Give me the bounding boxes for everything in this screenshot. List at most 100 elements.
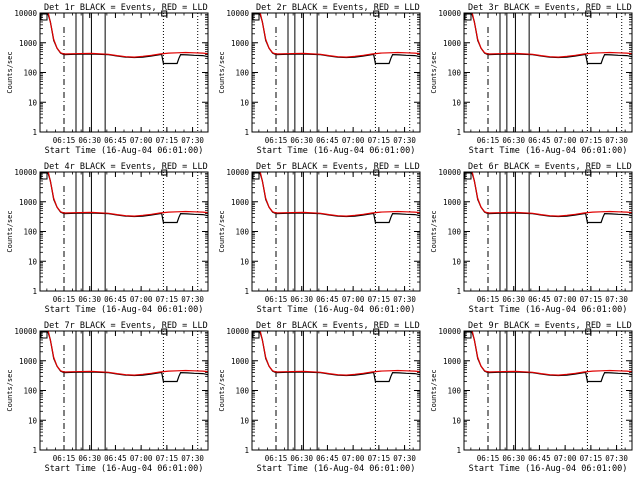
y-tick-label: 10 bbox=[240, 98, 250, 107]
x-tick-label: 07:00 bbox=[342, 295, 365, 304]
x-tick-label: 06:15 bbox=[477, 295, 500, 304]
y-tick-label: 10000 bbox=[226, 327, 249, 336]
x-axis-label: Start Time (16-Aug-04 06:01:00) bbox=[257, 146, 416, 156]
plot-frame bbox=[251, 12, 421, 133]
corner-box-mark bbox=[464, 13, 472, 21]
x-tick-label: 06:15 bbox=[53, 136, 76, 145]
y-tick-label: 1000 bbox=[19, 198, 38, 207]
y-axis-label: Counts/sec bbox=[430, 210, 438, 252]
x-axis-label: Start Time (16-Aug-04 06:01:00) bbox=[257, 464, 416, 474]
x-tick-label: 07:00 bbox=[130, 454, 153, 463]
x-tick-label: 06:30 bbox=[78, 136, 101, 145]
x-tick-label: 06:45 bbox=[104, 295, 127, 304]
y-axis-label: Counts/sec bbox=[6, 51, 14, 93]
y-tick-label: 10000 bbox=[438, 168, 461, 177]
y-tick-label: 10000 bbox=[14, 9, 37, 18]
series-group bbox=[47, 13, 208, 65]
x-tick-label: 06:45 bbox=[528, 454, 551, 463]
x-axis-label: Start Time (16-Aug-04 06:01:00) bbox=[257, 305, 416, 315]
y-tick-label: 100 bbox=[235, 387, 249, 396]
series-group bbox=[259, 331, 420, 383]
y-tick-label: 1000 bbox=[443, 357, 462, 366]
corner-box-mark bbox=[40, 331, 48, 339]
plot-frame bbox=[463, 330, 633, 451]
y-tick-label: 1 bbox=[244, 287, 249, 296]
y-tick-label: 1000 bbox=[443, 198, 462, 207]
series-group bbox=[259, 13, 420, 65]
x-axis-label: Start Time (16-Aug-04 06:01:00) bbox=[469, 464, 628, 474]
y-tick-label: 10000 bbox=[438, 9, 461, 18]
x-axis-label: Start Time (16-Aug-04 06:01:00) bbox=[469, 305, 628, 315]
y-axis-label: Counts/sec bbox=[6, 210, 14, 252]
y-tick-label: 10000 bbox=[14, 327, 37, 336]
corner-box-mark bbox=[464, 331, 472, 339]
series-line-lld bbox=[47, 13, 208, 58]
y-tick-label: 1 bbox=[244, 128, 249, 137]
panel-title: Det 4r BLACK = Events, RED = LLD bbox=[44, 162, 208, 172]
y-tick-label: 10 bbox=[28, 98, 38, 107]
x-tick-label: 07:30 bbox=[605, 295, 628, 304]
x-tick-label: 07:30 bbox=[181, 454, 204, 463]
y-axis-label: Counts/sec bbox=[218, 210, 226, 252]
x-tick-label: 07:00 bbox=[554, 454, 577, 463]
panel-title: Det 2r BLACK = Events, RED = LLD bbox=[256, 3, 420, 13]
series-group bbox=[471, 331, 632, 383]
x-tick-label: 06:30 bbox=[290, 136, 313, 145]
y-axis-label: Counts/sec bbox=[6, 369, 14, 411]
x-tick-label: 07:15 bbox=[580, 295, 603, 304]
series-group bbox=[471, 13, 632, 65]
y-tick-label: 100 bbox=[23, 387, 37, 396]
y-tick-label: 1 bbox=[456, 287, 461, 296]
y-tick-label: 1000 bbox=[19, 39, 38, 48]
x-tick-label: 06:45 bbox=[104, 136, 127, 145]
x-tick-label: 06:45 bbox=[528, 295, 551, 304]
x-axis-label: Start Time (16-Aug-04 06:01:00) bbox=[45, 146, 204, 156]
detector-panel-8: Det 8r BLACK = Events, RED = LLD Counts/s… bbox=[218, 321, 421, 474]
y-tick-label: 100 bbox=[235, 69, 249, 78]
series-line-lld bbox=[259, 172, 420, 217]
y-tick-label: 1000 bbox=[231, 39, 250, 48]
y-tick-label: 100 bbox=[23, 228, 37, 237]
y-tick-label: 100 bbox=[447, 387, 461, 396]
series-line-events bbox=[471, 331, 632, 383]
detector-panel-3: Det 3r BLACK = Events, RED = LLD Counts/s… bbox=[430, 3, 633, 156]
detector-panel-2: Det 2r BLACK = Events, RED = LLD Counts/s… bbox=[218, 3, 421, 156]
detector-panel-5: Det 5r BLACK = Events, RED = LLD Counts/s… bbox=[218, 162, 421, 315]
y-tick-label: 1000 bbox=[443, 39, 462, 48]
y-tick-label: 10 bbox=[28, 257, 38, 266]
y-tick-label: 10 bbox=[240, 257, 250, 266]
series-line-lld bbox=[471, 13, 632, 58]
detector-panel-9: Det 9r BLACK = Events, RED = LLD Counts/s… bbox=[430, 321, 633, 474]
plot-frame bbox=[39, 12, 209, 133]
detector-panel-7: Det 7r BLACK = Events, RED = LLD Counts/s… bbox=[6, 321, 209, 474]
plot-frame bbox=[463, 171, 633, 292]
plot-frame bbox=[251, 330, 421, 451]
plot-frame bbox=[463, 12, 633, 133]
y-tick-label: 10000 bbox=[438, 327, 461, 336]
x-tick-label: 06:30 bbox=[502, 295, 525, 304]
y-tick-label: 1 bbox=[32, 128, 37, 137]
x-tick-label: 07:30 bbox=[393, 136, 416, 145]
x-tick-label: 07:30 bbox=[605, 454, 628, 463]
y-tick-label: 1000 bbox=[231, 198, 250, 207]
series-line-lld bbox=[47, 172, 208, 217]
y-tick-label: 1000 bbox=[231, 357, 250, 366]
y-tick-label: 10000 bbox=[226, 168, 249, 177]
x-tick-label: 07:30 bbox=[393, 295, 416, 304]
x-tick-label: 07:00 bbox=[342, 454, 365, 463]
x-tick-label: 07:00 bbox=[554, 136, 577, 145]
corner-box-mark bbox=[252, 13, 260, 21]
x-tick-label: 07:15 bbox=[156, 136, 179, 145]
x-tick-label: 06:15 bbox=[53, 295, 76, 304]
series-line-lld bbox=[259, 13, 420, 58]
y-tick-label: 100 bbox=[447, 228, 461, 237]
corner-box-mark bbox=[40, 172, 48, 180]
x-tick-label: 06:45 bbox=[316, 454, 339, 463]
y-tick-label: 1 bbox=[456, 446, 461, 455]
series-group bbox=[471, 172, 632, 224]
x-tick-label: 07:30 bbox=[605, 136, 628, 145]
x-tick-label: 07:15 bbox=[368, 136, 391, 145]
y-tick-label: 10000 bbox=[14, 168, 37, 177]
y-axis-label: Counts/sec bbox=[430, 51, 438, 93]
x-tick-label: 07:00 bbox=[342, 136, 365, 145]
